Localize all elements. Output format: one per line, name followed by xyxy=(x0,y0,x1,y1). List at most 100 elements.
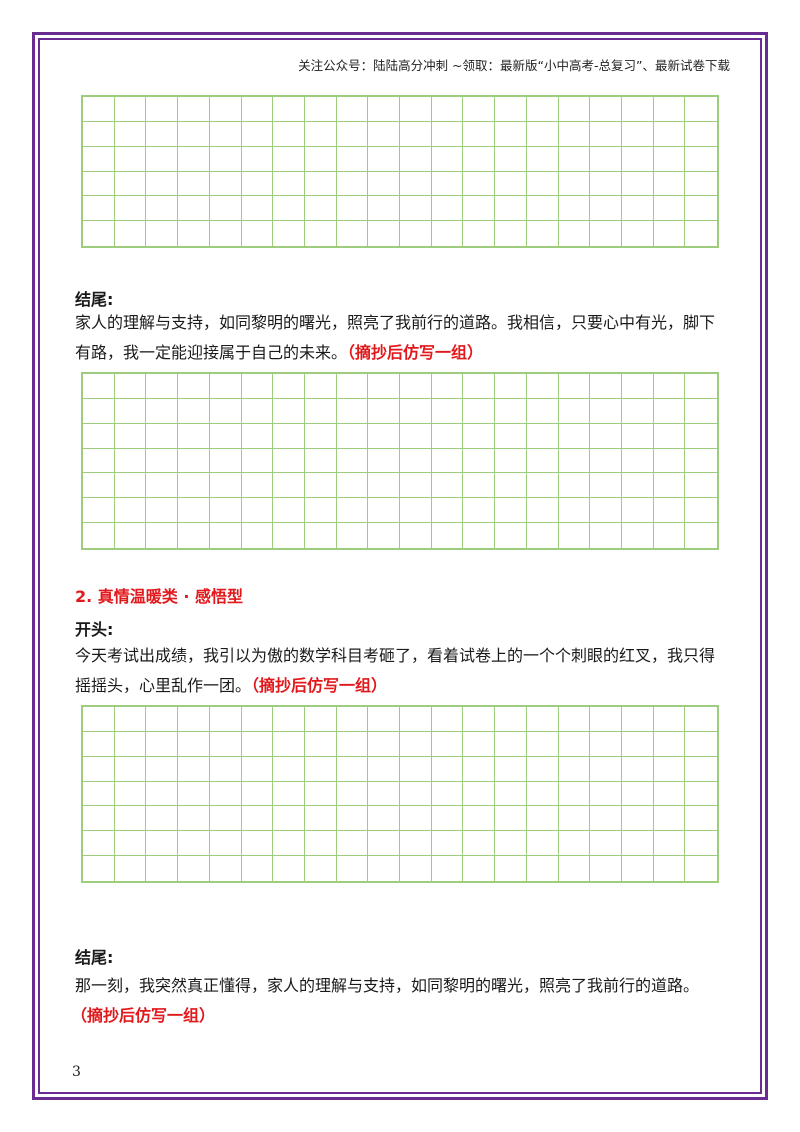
grid-cell[interactable] xyxy=(336,831,369,857)
grid-cell[interactable] xyxy=(653,374,686,399)
grid-cell[interactable] xyxy=(685,424,717,449)
grid-cell[interactable] xyxy=(336,196,369,222)
grid-cell[interactable] xyxy=(431,473,464,499)
grid-cell[interactable] xyxy=(558,374,591,399)
grid-cell[interactable] xyxy=(83,806,115,832)
grid-cell[interactable] xyxy=(622,523,654,548)
grid-cell[interactable] xyxy=(114,831,147,857)
grid-cell[interactable] xyxy=(114,121,147,147)
grid-cell[interactable] xyxy=(178,498,210,524)
grid-cell[interactable] xyxy=(685,732,717,757)
grid-cell[interactable] xyxy=(621,171,654,197)
grid-cell[interactable] xyxy=(146,398,179,424)
grid-cell[interactable] xyxy=(526,423,559,449)
grid-cell[interactable] xyxy=(685,221,717,246)
grid-cell[interactable] xyxy=(337,523,369,548)
grid-cell[interactable] xyxy=(463,196,496,222)
grid-cell[interactable] xyxy=(559,523,591,548)
grid-cell[interactable] xyxy=(526,498,559,524)
grid-cell[interactable] xyxy=(400,473,432,499)
writing-grid-1[interactable] xyxy=(81,95,719,248)
grid-cell[interactable] xyxy=(463,781,496,807)
grid-cell[interactable] xyxy=(526,756,559,782)
grid-cell[interactable] xyxy=(368,831,400,857)
grid-cell[interactable] xyxy=(336,498,369,524)
grid-cell[interactable] xyxy=(115,856,147,881)
grid-cell[interactable] xyxy=(178,707,210,732)
grid-cell[interactable] xyxy=(273,196,305,222)
grid-cell[interactable] xyxy=(178,523,210,548)
grid-cell[interactable] xyxy=(590,473,622,499)
grid-cell[interactable] xyxy=(368,374,400,399)
grid-cell[interactable] xyxy=(653,781,686,807)
grid-cell[interactable] xyxy=(590,221,622,246)
grid-cell[interactable] xyxy=(558,806,591,832)
grid-cell[interactable] xyxy=(241,731,274,757)
grid-cell[interactable] xyxy=(83,756,115,782)
grid-cell[interactable] xyxy=(83,374,115,399)
grid-cell[interactable] xyxy=(241,97,274,122)
grid-cell[interactable] xyxy=(400,398,432,424)
grid-cell[interactable] xyxy=(590,498,622,524)
grid-cell[interactable] xyxy=(146,374,179,399)
grid-cell[interactable] xyxy=(178,146,210,172)
grid-cell[interactable] xyxy=(83,97,115,122)
grid-cell[interactable] xyxy=(368,523,400,548)
grid-cell[interactable] xyxy=(336,146,369,172)
grid-cell[interactable] xyxy=(210,523,242,548)
grid-cell[interactable] xyxy=(622,221,654,246)
grid-cell[interactable] xyxy=(304,448,337,474)
grid-cell[interactable] xyxy=(400,448,432,474)
grid-cell[interactable] xyxy=(558,146,591,172)
grid-cell[interactable] xyxy=(558,731,591,757)
grid-cell[interactable] xyxy=(368,498,400,524)
grid-cell[interactable] xyxy=(273,398,305,424)
grid-cell[interactable] xyxy=(653,756,686,782)
grid-cell[interactable] xyxy=(242,856,274,881)
grid-cell[interactable] xyxy=(527,856,559,881)
grid-cell[interactable] xyxy=(431,121,464,147)
grid-cell[interactable] xyxy=(304,831,337,857)
grid-cell[interactable] xyxy=(400,146,432,172)
grid-cell[interactable] xyxy=(114,171,147,197)
grid-cell[interactable] xyxy=(622,856,654,881)
grid-cell[interactable] xyxy=(209,473,242,499)
grid-cell[interactable] xyxy=(210,856,242,881)
grid-cell[interactable] xyxy=(209,374,242,399)
grid-cell[interactable] xyxy=(495,498,527,524)
grid-cell[interactable] xyxy=(83,121,115,147)
grid-cell[interactable] xyxy=(558,423,591,449)
grid-cell[interactable] xyxy=(621,374,654,399)
grid-cell[interactable] xyxy=(621,121,654,147)
grid-cell[interactable] xyxy=(653,196,686,222)
grid-cell[interactable] xyxy=(273,121,305,147)
grid-cell[interactable] xyxy=(431,196,464,222)
grid-cell[interactable] xyxy=(336,398,369,424)
grid-cell[interactable] xyxy=(241,398,274,424)
grid-cell[interactable] xyxy=(590,196,622,222)
grid-cell[interactable] xyxy=(653,731,686,757)
grid-cell[interactable] xyxy=(178,423,210,449)
grid-cell[interactable] xyxy=(178,97,210,122)
grid-cell[interactable] xyxy=(621,731,654,757)
grid-cell[interactable] xyxy=(495,806,527,832)
grid-cell[interactable] xyxy=(590,731,622,757)
grid-cell[interactable] xyxy=(178,374,210,399)
grid-cell[interactable] xyxy=(495,781,527,807)
grid-cell[interactable] xyxy=(685,473,717,499)
grid-cell[interactable] xyxy=(114,398,147,424)
grid-cell[interactable] xyxy=(463,707,496,732)
grid-cell[interactable] xyxy=(368,146,400,172)
grid-cell[interactable] xyxy=(209,121,242,147)
grid-cell[interactable] xyxy=(241,781,274,807)
grid-cell[interactable] xyxy=(653,121,686,147)
grid-cell[interactable] xyxy=(495,171,527,197)
grid-cell[interactable] xyxy=(209,448,242,474)
grid-cell[interactable] xyxy=(431,171,464,197)
grid-cell[interactable] xyxy=(431,756,464,782)
grid-cell[interactable] xyxy=(526,97,559,122)
grid-cell[interactable] xyxy=(273,856,305,881)
grid-cell[interactable] xyxy=(495,473,527,499)
grid-cell[interactable] xyxy=(83,731,115,757)
grid-cell[interactable] xyxy=(495,831,527,857)
